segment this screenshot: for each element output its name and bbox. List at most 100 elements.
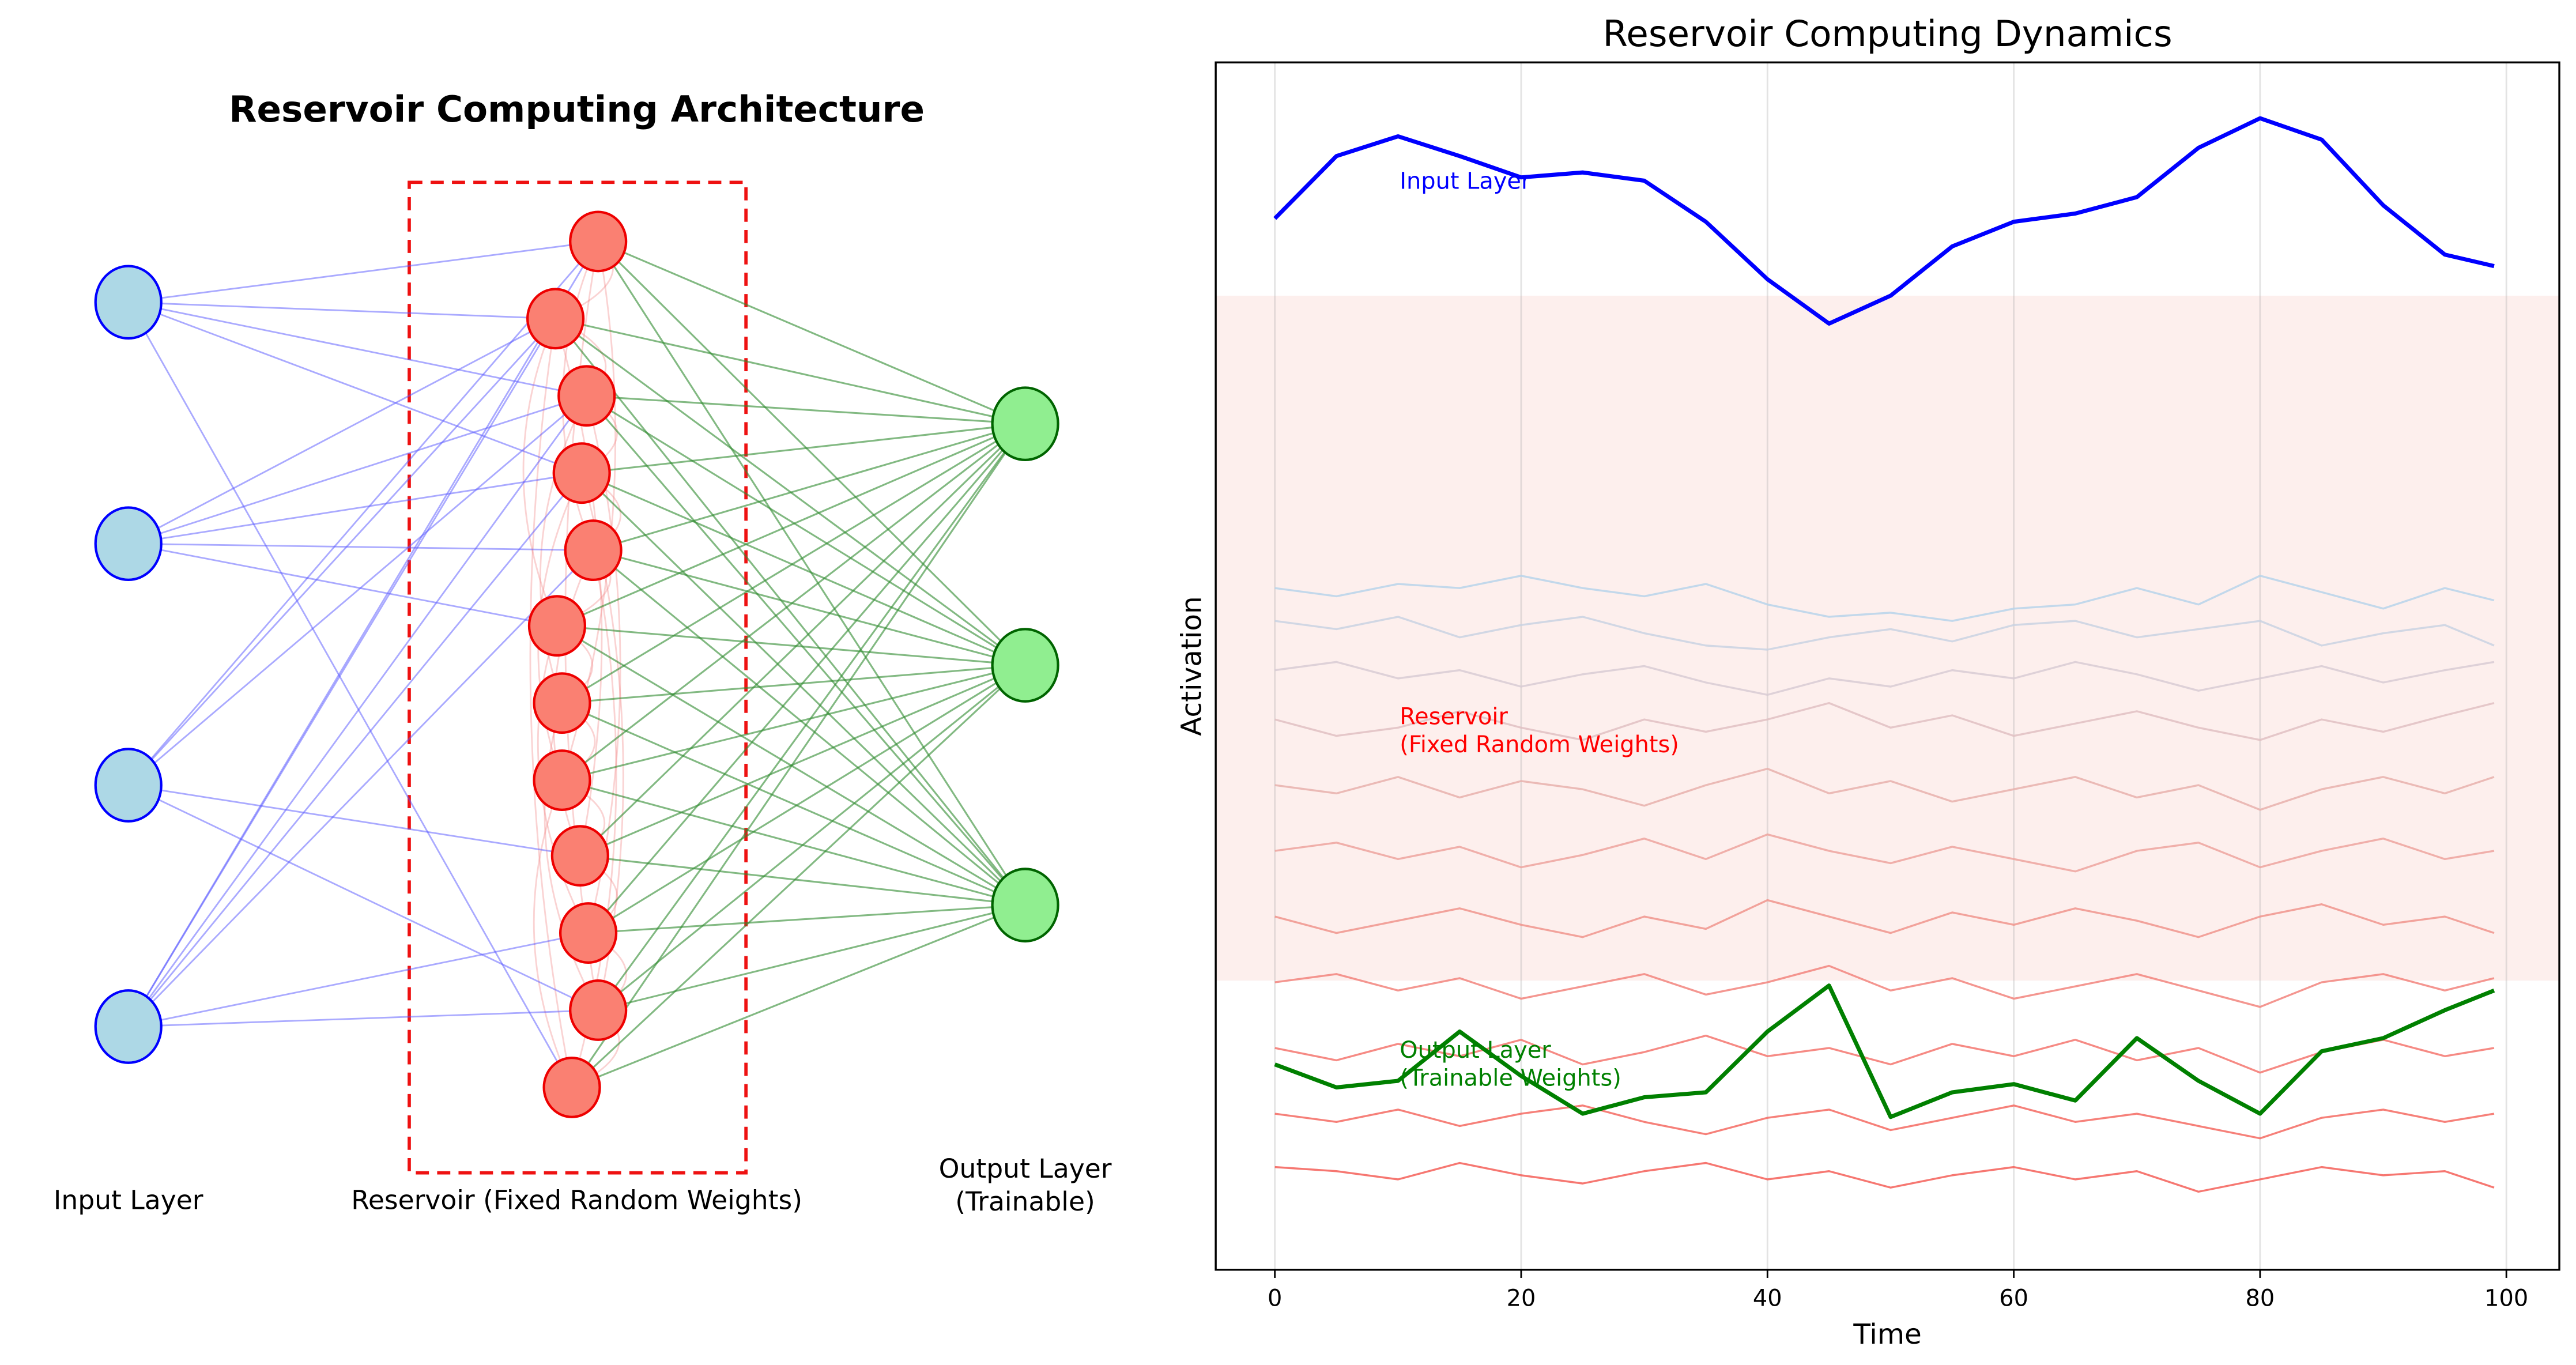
- series-line: [1274, 575, 2495, 622]
- series-line: [1274, 964, 2495, 1008]
- reservoir-node: [564, 519, 623, 582]
- output-node: [991, 386, 1059, 462]
- output-label: Output Layer (Trainable): [939, 1153, 1112, 1217]
- x-tick-label: 80: [2246, 1285, 2275, 1311]
- input-connection: [128, 301, 556, 320]
- output-connection: [586, 395, 1025, 425]
- output-connection: [561, 664, 1025, 704]
- reservoir-node: [550, 825, 609, 887]
- series-line: [1274, 616, 2495, 651]
- y-axis-label: Activation: [1175, 596, 1208, 736]
- reservoir-node: [569, 210, 628, 273]
- series-line: [1274, 983, 2495, 1119]
- x-tick-label: 100: [2484, 1285, 2528, 1311]
- x-tick-label: 0: [1268, 1285, 1282, 1311]
- input-node: [94, 506, 163, 582]
- reservoir-node: [569, 979, 628, 1041]
- output-connection: [556, 423, 1026, 627]
- output-connection: [579, 664, 1026, 857]
- series-line: [1274, 833, 2495, 873]
- reservoir-connection: [529, 318, 573, 1088]
- series-line: [1274, 702, 2495, 741]
- reservoir-node: [526, 288, 585, 350]
- input-connection: [128, 301, 582, 474]
- reservoir-connection: [533, 780, 573, 1088]
- annotation: Output Layer (Trainable Weights): [1400, 1037, 1621, 1091]
- input-node: [94, 265, 163, 340]
- x-tick-label: 60: [1999, 1285, 2028, 1311]
- output-connection: [555, 318, 1026, 906]
- output-connection: [561, 702, 1026, 906]
- output-connection: [593, 549, 1026, 906]
- annotation-line: Input Layer: [1400, 168, 1531, 195]
- series-line: [1274, 661, 2495, 696]
- series-line: [1274, 1034, 2495, 1074]
- reservoir-band: [1216, 295, 2560, 981]
- annotation-line: Output Layer: [1400, 1037, 1551, 1064]
- input-connection: [128, 784, 599, 1011]
- output-connection: [597, 664, 1026, 1011]
- annotation-line: (Fixed Random Weights): [1400, 731, 1679, 758]
- reservoir-node: [557, 365, 616, 427]
- output-connection: [597, 240, 1026, 666]
- input-node: [94, 748, 163, 823]
- x-tick-label: 20: [1507, 1285, 1536, 1311]
- input-connection: [128, 542, 594, 552]
- dynamics-chart: Reservoir Computing Dynamics 0 20 40 60 80 100…: [1175, 13, 2560, 1351]
- input-connection: [127, 549, 594, 1027]
- input-connection: [128, 932, 589, 1028]
- output-connection: [571, 423, 1026, 1088]
- output-connection: [571, 664, 1026, 1088]
- input-connection: [128, 240, 598, 303]
- x-axis-label: Time: [1853, 1318, 1922, 1351]
- input-connection: [128, 542, 557, 627]
- series-line: [1273, 116, 2495, 326]
- reservoir-node: [559, 902, 618, 964]
- output-connection: [597, 423, 1026, 1011]
- reservoir-connection: [544, 703, 599, 1011]
- reservoir-node: [542, 1056, 601, 1118]
- reservoir-connection: [522, 318, 558, 627]
- input-connection: [128, 472, 582, 545]
- output-connection: [561, 779, 1025, 906]
- input-label: Input Layer: [54, 1185, 203, 1215]
- output-connection: [571, 904, 1026, 1088]
- annotation: Input Layer: [1400, 168, 1531, 195]
- diagram-title: Reservoir Computing Architecture: [229, 88, 925, 130]
- annotation: Reservoir (Fixed Random Weights): [1400, 704, 1679, 758]
- input-connection: [127, 318, 556, 786]
- reservoir-node: [533, 749, 591, 811]
- output-node: [991, 868, 1059, 942]
- input-connection: [128, 301, 587, 397]
- annotation-line: Reservoir: [1400, 704, 1508, 730]
- plot-frame: [1215, 61, 2560, 1271]
- input-connection: [127, 241, 599, 1027]
- input-node: [94, 989, 163, 1064]
- chart-title: Reservoir Computing Dynamics: [1603, 13, 2173, 55]
- input-connection: [128, 1009, 598, 1028]
- output-connection: [586, 395, 1026, 906]
- output-connection: [557, 625, 1025, 666]
- input-connection: [127, 395, 587, 1027]
- series-line: [1274, 1104, 2495, 1140]
- series-line: [1274, 767, 2495, 811]
- output-connection: [588, 904, 1025, 934]
- series-line: [1274, 899, 2495, 938]
- output-connection: [593, 423, 1026, 552]
- input-connection: [128, 318, 556, 545]
- output-connection: [598, 904, 1025, 1012]
- reservoir-node: [527, 595, 587, 657]
- output-connection: [580, 855, 1025, 906]
- reservoir-node: [533, 672, 591, 734]
- input-connection: [127, 301, 573, 1088]
- output-connection: [581, 472, 1026, 666]
- series-line: [1274, 1162, 2495, 1193]
- input-connection: [128, 395, 587, 545]
- reservoir-box: [408, 180, 748, 1175]
- output-connection: [593, 549, 1025, 666]
- output-connection: [587, 664, 1026, 934]
- output-connection: [598, 240, 1026, 425]
- output-connection: [561, 664, 1025, 782]
- reservoir-node: [552, 442, 611, 504]
- input-connection: [127, 240, 599, 786]
